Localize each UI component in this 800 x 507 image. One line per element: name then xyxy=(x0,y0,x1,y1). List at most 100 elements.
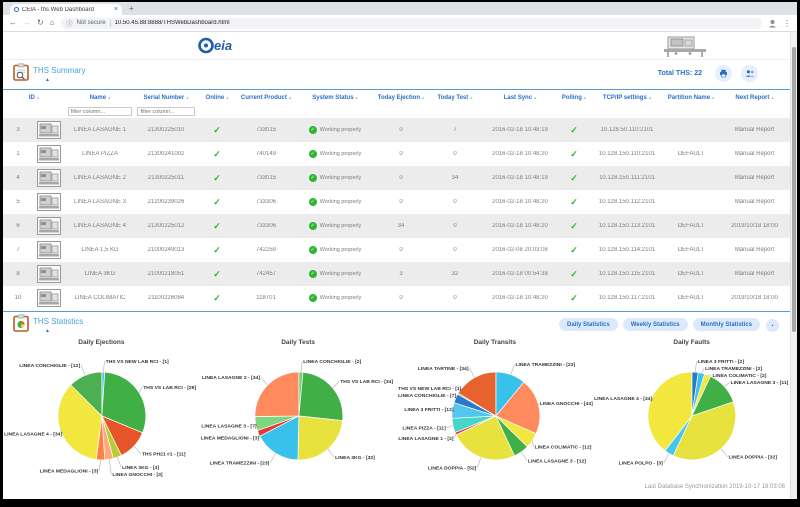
column-header-serial[interactable]: Serial Number ▴ xyxy=(143,94,189,101)
cell-partition: DEFAULT xyxy=(677,271,705,277)
table-row[interactable]: 5 LINEA LASAGNE 3 21200239026 ✓ 733306 ✓ Worki… xyxy=(3,190,790,214)
column-header-id[interactable]: ID ▴ xyxy=(28,94,40,101)
pie-label: LINEA PIZZA - [11] xyxy=(402,426,446,432)
machine-thumbnail xyxy=(33,193,65,211)
label-leader-line xyxy=(454,394,457,399)
pie-slice xyxy=(70,371,103,417)
page-scrollbar[interactable] xyxy=(790,32,797,499)
table-row[interactable]: 1 LINEA PIZZA 21300241002 ✓ 740149 ✓ Working p… xyxy=(3,142,790,166)
pie-chart-daily-faults: LINEA 3 FRITTI - [2]LINEA TRAMEZZINI - [… xyxy=(594,359,789,467)
column-header-system-status[interactable]: System Status ▴ xyxy=(312,94,358,101)
cell-next-report: Manual Report xyxy=(734,271,775,277)
cell-today-ejection: 0 xyxy=(399,295,403,301)
browser-tab[interactable]: CEIA - ths Web Dashboard × xyxy=(10,4,122,15)
total-ths: Total THS: 22 xyxy=(658,70,702,77)
label-leader-line xyxy=(468,367,475,378)
cell-serial: 21100226084 xyxy=(147,295,185,301)
profile-icon[interactable] xyxy=(768,19,777,28)
daily-statistics-button[interactable]: Daily Statistics xyxy=(559,318,618,331)
chart-daily-transits: Daily Transits LINEA TRAMEZZINI - [23] LI… xyxy=(397,339,594,479)
status-ok-icon: ✓ xyxy=(308,198,317,206)
name-filter-input[interactable] xyxy=(67,107,133,116)
table-row[interactable]: 3 LINEA LASAGNE 1 21300225010 ✓ 733015 ✓ Worki… xyxy=(3,118,790,142)
print-button[interactable] xyxy=(715,65,732,82)
statistics-section-header: THS Statistics ▲ Daily Statistics Weekly… xyxy=(3,313,790,339)
cell-next-report: Manual Report xyxy=(734,127,775,133)
cell-polling: ✓ xyxy=(557,174,591,183)
stats-options-button[interactable]: ▪ xyxy=(766,319,779,332)
menu-kebab-icon[interactable]: ⋮ xyxy=(783,18,791,28)
cell-polling: ✓ xyxy=(557,150,591,159)
cell-partition: DEFAULT xyxy=(677,295,705,301)
column-header-name[interactable]: Name ▴ xyxy=(89,94,111,101)
ths-summary-clipboard-icon xyxy=(13,63,29,86)
summary-title: THS Summary xyxy=(33,66,86,75)
column-header-online[interactable]: Online ▴ xyxy=(205,94,229,101)
address-bar[interactable]: ⓘ Not secure 10.50.45.88:8888/THSWebDash… xyxy=(60,17,762,29)
table-row[interactable]: 7 LINEA 1,5 KG 21000249013 ✓ 742259 ✓ Working … xyxy=(3,238,790,262)
column-header-last-sync[interactable]: Last Sync ▴ xyxy=(503,94,537,101)
column-header-current-product[interactable]: Current Product ▴ xyxy=(240,94,292,101)
label-leader-line xyxy=(300,361,303,373)
sort-icon: ▴ xyxy=(36,94,40,100)
sort-icon: ▴ xyxy=(355,94,358,100)
cell-current-product: 733306 xyxy=(255,199,277,205)
column-header-today-ejection[interactable]: Today Ejection ▴ xyxy=(377,94,425,101)
pie-slice xyxy=(259,415,299,461)
cell-last-sync: 2016-02-18 10:48:20 xyxy=(492,223,548,229)
new-tab-button[interactable]: + xyxy=(129,4,134,13)
cell-polling: ✓ xyxy=(557,222,591,231)
cell-current-product: 740149 xyxy=(255,151,277,157)
check-icon: ✓ xyxy=(570,149,578,159)
monthly-statistics-button[interactable]: Monthly Statistics xyxy=(692,318,760,331)
table-row[interactable]: 6 LINEA LASAGNE 4 21300225012 ✓ 733306 ✓ Worki… xyxy=(3,214,790,238)
collapse-icon[interactable]: ▲ xyxy=(45,77,50,83)
pie-label: LINEA POLPO - [3] xyxy=(619,461,663,467)
pie-label: LINEA LASAGNE 3 - [11] xyxy=(731,380,789,386)
pie-label: LINEA 3 FRITTI - [12] xyxy=(404,407,453,413)
column-header-tcpip[interactable]: TCP/IP settings ▴ xyxy=(602,94,652,101)
pie-chart-daily-transits: LINEA TRAMEZZINI - [23] LINEA GNOCCHI - [… xyxy=(398,362,593,471)
label-leader-line xyxy=(520,451,527,462)
cell-id: 10 xyxy=(14,295,22,301)
brand-row: eia xyxy=(3,32,790,60)
cell-name: LINEA COLIMATIC xyxy=(74,295,126,301)
forward-icon[interactable]: → xyxy=(23,18,31,27)
label-leader-line xyxy=(446,425,453,429)
back-icon[interactable]: ← xyxy=(9,18,17,27)
serial-filter-input[interactable] xyxy=(137,107,195,116)
column-header-partition[interactable]: Partition Name ▴ xyxy=(667,94,715,101)
cell-last-sync: 2016-02-18 10:48:19 xyxy=(492,127,548,133)
tab-title: CEIA - ths Web Dashboard xyxy=(22,6,94,13)
cell-online: ✓ xyxy=(197,126,237,135)
check-icon: ✓ xyxy=(570,293,578,303)
cell-id: 3 xyxy=(16,127,20,133)
machine-thumbnail xyxy=(33,145,65,163)
sort-icon: ▴ xyxy=(421,94,425,100)
scrollbar-thumb[interactable] xyxy=(792,47,796,332)
cell-partition: DEFAULT xyxy=(677,223,705,229)
users-button[interactable] xyxy=(741,65,758,82)
cell-next-report: Manual Report xyxy=(734,247,775,253)
table-row[interactable]: 8 LINEA 3KG 21000218051 ✓ 742457 ✓ Working pro… xyxy=(3,262,790,286)
check-icon: ✓ xyxy=(213,197,221,207)
column-header-polling[interactable]: Polling ▴ xyxy=(561,94,587,101)
table-row[interactable]: 4 LINEA LASAGNE 2 21300225011 ✓ 733015 ✓ Worki… xyxy=(3,166,790,190)
cell-today-ejection: 0 xyxy=(399,127,403,133)
table-row[interactable]: 10 LINEA COLIMATIC 21100226084 ✓ 118701 ✓ Work… xyxy=(3,286,790,310)
cell-tcpip: 10.128.150.111:2101 xyxy=(599,175,655,181)
pie-label: LINEA 3KG - [3] xyxy=(122,465,159,471)
column-header-today-test[interactable]: Today Test ▴ xyxy=(437,94,473,101)
cell-partition: DEFAULT xyxy=(677,151,705,157)
reload-icon[interactable]: ↻ xyxy=(37,18,44,27)
cell-polling: ✓ xyxy=(557,246,591,255)
sort-icon: ▴ xyxy=(186,94,189,100)
cell-online: ✓ xyxy=(197,222,237,231)
cell-polling: ✓ xyxy=(557,126,591,135)
tab-close-icon[interactable]: × xyxy=(113,6,118,13)
chart-daily-tests: Daily Tests LINEA CONCHIGLIE - [2] THS VS… xyxy=(200,339,397,479)
home-icon[interactable]: ⌂ xyxy=(49,18,55,27)
collapse-icon[interactable]: ▲ xyxy=(45,328,50,334)
column-header-next-report[interactable]: Next Report ▴ xyxy=(735,94,774,101)
weekly-statistics-button[interactable]: Weekly Statistics xyxy=(622,318,688,331)
